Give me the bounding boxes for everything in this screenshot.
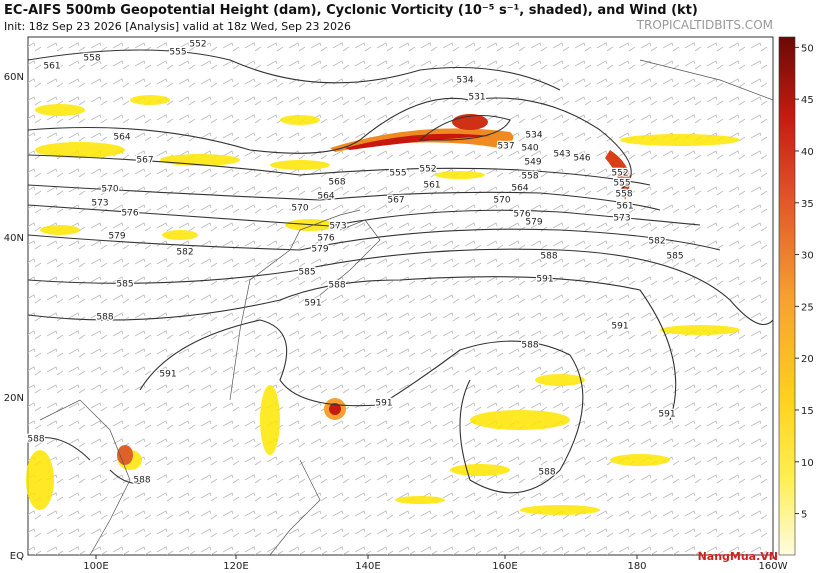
contour-label: 573: [91, 199, 108, 209]
subtitle: Init: 18z Sep 23 2026 [Analysis] valid a…: [4, 20, 351, 33]
contour-label: 555: [169, 48, 186, 58]
contour-label: 576: [513, 210, 530, 220]
contour-label: 555: [389, 169, 406, 179]
contour-label: 576: [121, 209, 138, 219]
contour-label: 558: [521, 172, 538, 182]
lon-label: 160E: [492, 561, 517, 572]
contour-label: 576: [317, 234, 334, 244]
colorbar-tick-label: 25: [801, 302, 814, 313]
axes: 100E 120E 140E 160E 180 160W 60N 40N 20N EQ: [4, 72, 788, 572]
contour-label: 537: [497, 142, 514, 152]
colorbar-tick-label: 50: [801, 43, 814, 54]
lat-label: 40N: [4, 233, 24, 244]
contour-label: 564: [511, 184, 528, 194]
lon-label: 120E: [223, 561, 248, 572]
site: TROPICALTIDBITS.COM: [636, 18, 773, 32]
colorbar-tick-label: 35: [801, 199, 814, 210]
contour-label: 588: [133, 476, 150, 486]
contour-label: 585: [116, 280, 133, 290]
contour-label: 540: [521, 144, 538, 154]
contour-label: 552: [611, 169, 628, 179]
contour-label: 591: [658, 410, 675, 420]
contour-label: 582: [648, 237, 665, 247]
colorbar-ticks: 5 10 15 20 25 30 35 40 45 50: [795, 43, 814, 521]
contour-label: 534: [456, 76, 473, 86]
contour-label: 534: [525, 131, 542, 141]
colorbar-tick-label: 40: [801, 147, 814, 158]
colorbar: [778, 36, 796, 556]
contour-label: 564: [113, 133, 130, 143]
height-contours: [27, 49, 774, 494]
lon-label: 160W: [759, 561, 788, 572]
vorticity-shading: [26, 95, 740, 515]
watermark: NangMua.VN: [698, 550, 778, 563]
wind-barbs: [28, 37, 773, 555]
colorbar-tick-label: 10: [801, 458, 814, 469]
contour-label: 564: [317, 192, 334, 202]
contour-label: 588: [27, 435, 44, 445]
contour-label: 573: [613, 214, 630, 224]
contour-label: 591: [304, 299, 321, 309]
colorbar-tick-label: 5: [801, 510, 807, 521]
contour-label: 588: [521, 341, 538, 351]
title: EC-AIFS 500mb Geopotential Height (dam),…: [4, 3, 698, 18]
contour-label: 552: [189, 40, 206, 50]
contour-label: 568: [328, 178, 345, 188]
contour-label: 567: [387, 196, 404, 206]
colorbar-tick-label: 15: [801, 406, 814, 417]
contour-label: 588: [328, 281, 345, 291]
contour-label: 579: [311, 245, 328, 255]
contour-label: 531: [468, 93, 485, 103]
lon-label: 100E: [83, 561, 108, 572]
contour-label: 582: [176, 248, 193, 258]
contour-label: 561: [43, 62, 60, 72]
contour-label: 555: [613, 179, 630, 189]
contour-label: 549: [524, 158, 541, 168]
contour-label: 570: [101, 185, 118, 195]
colorbar-tick-label: 30: [801, 251, 814, 262]
contour-label: 570: [291, 204, 308, 214]
contour-label: 546: [573, 154, 590, 164]
lat-label: EQ: [10, 551, 24, 562]
contour-label: 573: [329, 222, 346, 232]
colorbar-tick-label: 45: [801, 95, 814, 106]
contour-label: 579: [108, 232, 125, 242]
lat-label: 20N: [4, 393, 24, 404]
contour-label: 558: [83, 54, 100, 64]
lon-label: 180: [627, 561, 646, 572]
contour-label: 588: [540, 252, 557, 262]
contour-label: 558: [615, 190, 632, 200]
contour-label: 552: [419, 165, 436, 175]
contour-label: 579: [525, 218, 542, 228]
contour-label: 591: [611, 322, 628, 332]
lon-label: 140E: [355, 561, 380, 572]
contour-label: 588: [538, 468, 555, 478]
coastlines: [39, 59, 774, 556]
lat-label: 60N: [4, 72, 24, 83]
contour-label: 588: [96, 313, 113, 323]
colorbar-tick-label: 20: [801, 354, 814, 365]
contour-label: 570: [493, 196, 510, 206]
contour-label: 561: [423, 181, 440, 191]
contour-label: 585: [666, 252, 683, 262]
contour-label: 591: [536, 275, 553, 285]
contour-label: 591: [375, 399, 392, 409]
map-area: 5525555585615645675705735765795825855885…: [26, 36, 774, 556]
contour-label: 543: [553, 150, 570, 160]
contour-labels: 5525555585615645675705735765795825855885…: [26, 38, 685, 487]
contour-label: 591: [159, 370, 176, 380]
contour-label: 561: [616, 202, 633, 212]
contour-label: 585: [298, 268, 315, 278]
contour-label: 567: [136, 156, 153, 166]
